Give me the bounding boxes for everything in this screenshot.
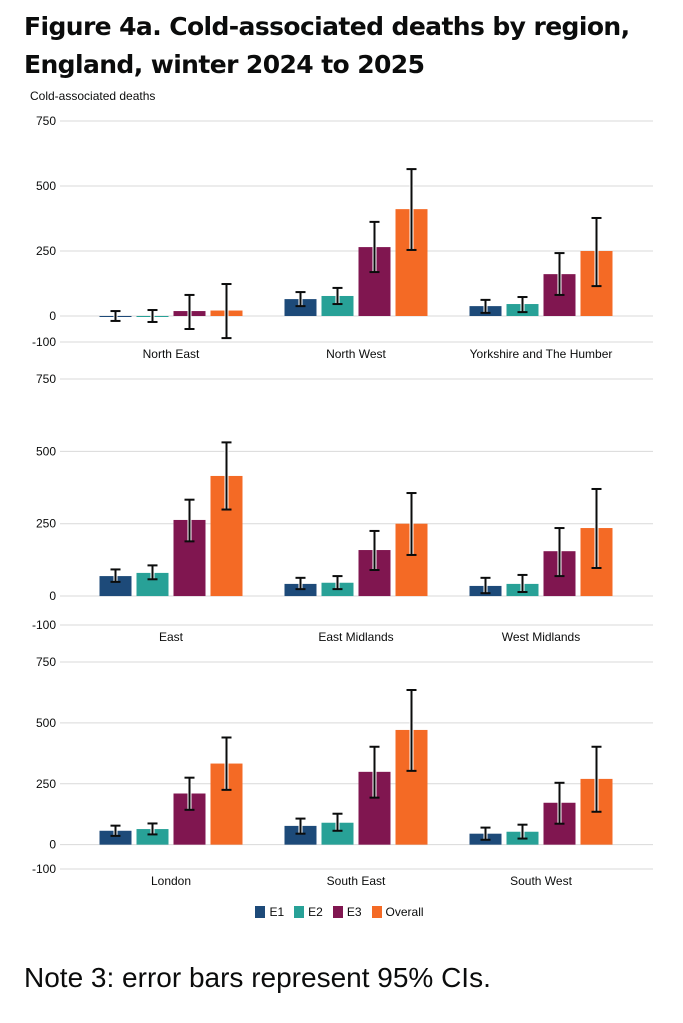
y-tick-label: -100 (32, 618, 56, 632)
legend: E1 E2 E3 Overall (0, 905, 683, 919)
legend-swatch-e3 (332, 906, 343, 918)
bar-e1 (99, 576, 132, 597)
legend-label-e2: E2 (308, 905, 323, 919)
bar-e1 (284, 299, 317, 316)
bar-e1 (284, 825, 317, 845)
legend-swatch-e1 (255, 906, 266, 918)
x-category-label: Yorkshire and The Humber (470, 347, 613, 361)
y-tick-label: 500 (36, 444, 56, 458)
x-category-label: London (151, 874, 191, 888)
bar-e1 (99, 830, 132, 845)
bar-e2 (136, 829, 169, 845)
x-category-label: West Midlands (502, 630, 580, 644)
bar-e2 (321, 295, 354, 316)
legend-label-e1: E1 (269, 905, 285, 919)
y-tick-label: 0 (49, 309, 56, 323)
bar-e2 (321, 822, 354, 845)
y-tick-label: -100 (32, 335, 56, 349)
legend-swatch-overall (371, 906, 382, 918)
x-category-label: East Midlands (318, 630, 393, 644)
legend-swatch-e2 (294, 906, 305, 918)
legend-item-e1[interactable]: E1 (255, 905, 284, 919)
y-tick-label: 500 (36, 179, 56, 193)
y-tick-label: 250 (36, 517, 56, 531)
y-tick-label: 250 (36, 244, 56, 258)
bar-e2 (136, 572, 169, 597)
x-category-label: South East (327, 874, 386, 888)
y-tick-label: 750 (36, 655, 56, 669)
x-category-label: North East (143, 347, 200, 361)
chart-title: Figure 4a. Cold-associated deaths by reg… (24, 12, 630, 79)
y-axis-label: Cold-associated deaths (30, 89, 156, 103)
y-tick-label: 500 (36, 716, 56, 730)
y-tick-label: 0 (49, 838, 56, 852)
legend-label-overall: Overall (385, 905, 424, 919)
footnote: Note 3: error bars represent 95% CIs. (24, 962, 491, 993)
legend-item-e3[interactable]: E3 (332, 905, 362, 919)
x-category-label: North West (326, 347, 386, 361)
y-tick-label: 750 (36, 372, 56, 386)
x-category-label: South West (510, 874, 572, 888)
x-category-label: East (159, 630, 184, 644)
y-tick-label: 750 (36, 114, 56, 128)
legend-item-overall[interactable]: Overall (371, 905, 424, 919)
legend-item-e2[interactable]: E2 (294, 905, 323, 919)
y-tick-label: 0 (49, 589, 56, 603)
y-tick-label: -100 (32, 862, 56, 876)
legend-label-e3: E3 (346, 905, 362, 919)
y-tick-label: 250 (36, 777, 56, 791)
